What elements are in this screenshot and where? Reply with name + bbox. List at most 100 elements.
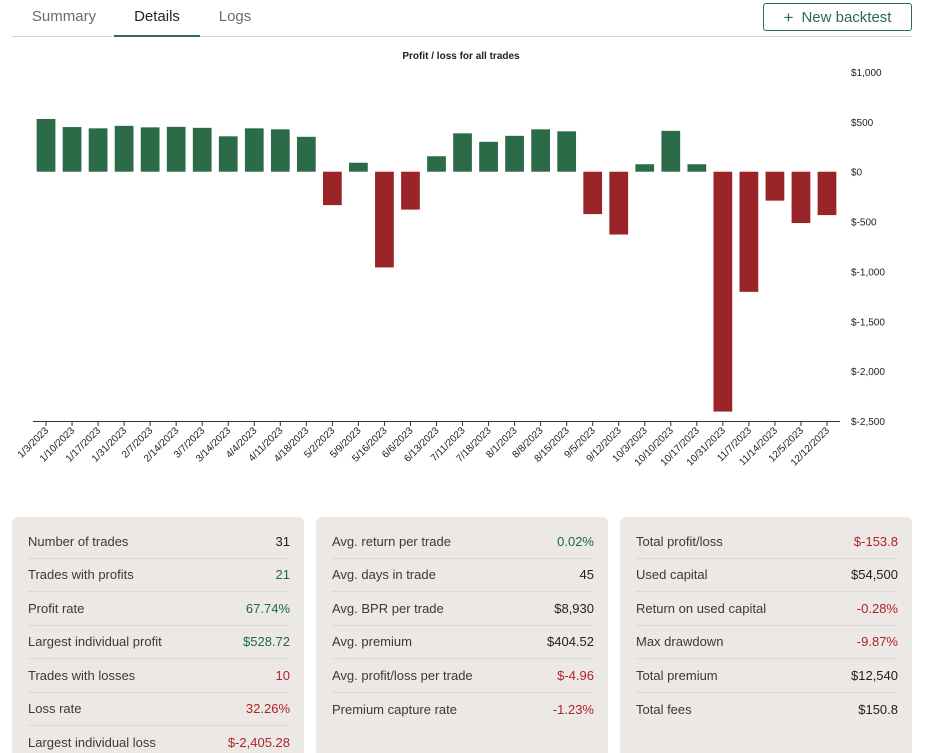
- stats-card-averages: Avg. return per trade 0.02% Avg. days in t…: [316, 517, 608, 753]
- stat-label: Avg. BPR per trade: [332, 600, 444, 616]
- y-tick-label: $0: [851, 168, 863, 179]
- stat-label: Avg. premium: [332, 634, 412, 650]
- bar: [88, 128, 108, 172]
- bar: [765, 171, 785, 201]
- y-tick-label: $-2,500: [851, 417, 885, 428]
- chart-title: Profit / loss for all trades: [402, 51, 520, 62]
- stat-label: Profit rate: [28, 600, 85, 616]
- y-tick-label: $500: [851, 118, 874, 129]
- stat-row: Avg. BPR per trade $8,930: [332, 592, 594, 626]
- stat-row: Premium capture rate -1.23%: [332, 693, 594, 727]
- stat-value: $-153.8: [853, 533, 898, 549]
- stat-value: 67.74%: [245, 600, 290, 616]
- bar: [583, 171, 603, 215]
- stat-label: Largest individual profit: [28, 634, 162, 650]
- stat-label: Max drawdown: [636, 634, 724, 650]
- bar: [505, 135, 524, 172]
- stat-label: Trades with profits: [28, 567, 134, 583]
- bar: [479, 141, 498, 172]
- bar: [166, 126, 186, 172]
- stat-value: 0.02%: [557, 533, 594, 549]
- stat-row: Trades with profits 21: [28, 559, 290, 592]
- bar: [270, 129, 290, 172]
- stat-row: Largest individual loss $-2,405.28: [28, 726, 290, 753]
- stat-value: -1.23%: [552, 701, 594, 717]
- bar: [244, 128, 264, 172]
- bar: [557, 131, 577, 172]
- stat-row: Profit rate 67.74%: [28, 592, 290, 626]
- bar: [36, 118, 56, 172]
- bar: [531, 129, 551, 172]
- tab-logs[interactable]: Logs: [218, 8, 252, 25]
- bar: [635, 164, 655, 172]
- stat-label: Total fees: [636, 701, 692, 717]
- bar: [817, 171, 837, 216]
- stat-label: Avg. profit/loss per trade: [332, 667, 473, 683]
- bar: [192, 127, 212, 172]
- stat-label: Avg. days in trade: [332, 567, 436, 583]
- bar: [739, 171, 759, 292]
- stat-value: 10: [275, 667, 290, 683]
- y-tick-label: $-1,500: [851, 317, 885, 328]
- bar: [791, 171, 811, 224]
- stat-row: Total fees $150.8: [636, 693, 898, 727]
- stat-label: Trades with losses: [28, 667, 136, 683]
- stat-row: Total profit/loss $-153.8: [636, 525, 898, 559]
- new-backtest-button[interactable]: + New backtest: [763, 3, 912, 31]
- tab-bar: Summary Details Logs: [12, 0, 912, 37]
- stat-value: $-4.96: [557, 667, 594, 683]
- bar: [218, 136, 238, 172]
- bar: [609, 171, 629, 235]
- stat-label: Return on used capital: [636, 600, 767, 616]
- stat-row: Avg. return per trade 0.02%: [332, 525, 594, 559]
- stat-label: Used capital: [636, 567, 708, 583]
- stat-label: Loss rate: [28, 701, 82, 717]
- bar: [349, 162, 368, 172]
- stat-label: Number of trades: [28, 533, 129, 549]
- stats-card-totals: Total profit/loss $-153.8 Used capital $54,…: [620, 517, 912, 753]
- stat-label: Premium capture rate: [332, 701, 457, 717]
- stat-value: 31: [275, 533, 290, 549]
- stat-row: Return on used capital -0.28%: [636, 592, 898, 626]
- bar: [296, 136, 316, 172]
- stat-value: -9.87%: [856, 634, 898, 650]
- stat-row: Avg. profit/loss per trade $-4.96: [332, 659, 594, 693]
- stat-label: Total premium: [636, 667, 718, 683]
- plus-icon: +: [783, 7, 794, 27]
- stat-value: -0.28%: [856, 600, 898, 616]
- tab-details[interactable]: Details: [114, 0, 200, 37]
- stat-label: Largest individual loss: [28, 735, 156, 751]
- stat-value: $150.8: [858, 701, 898, 717]
- new-backtest-label: New backtest: [801, 8, 892, 26]
- stat-value: $12,540: [851, 667, 898, 683]
- bar: [322, 171, 342, 206]
- stat-row: Trades with losses 10: [28, 659, 290, 693]
- stat-row: Loss rate 32.26%: [28, 693, 290, 726]
- bar: [140, 127, 160, 172]
- bar: [375, 171, 394, 268]
- stat-row: Avg. days in trade 45: [332, 559, 594, 592]
- stat-value: $-2,405.28: [227, 735, 290, 751]
- bar: [687, 164, 707, 172]
- stat-value: $528.72: [243, 634, 290, 650]
- stat-value: 21: [275, 567, 290, 583]
- y-tick-label: $-1,000: [851, 267, 885, 278]
- bar: [713, 171, 733, 412]
- stat-row: Max drawdown -9.87%: [636, 626, 898, 659]
- stat-value: $404.52: [547, 634, 594, 650]
- bar: [114, 125, 134, 172]
- y-tick-label: $-2,000: [851, 367, 885, 378]
- stat-value: $54,500: [851, 567, 898, 583]
- bar: [62, 127, 82, 172]
- y-tick-label: $-500: [851, 218, 877, 229]
- stat-row: Largest individual profit $528.72: [28, 626, 290, 659]
- profit-loss-chart: Profit / loss for all trades $1,000 $500 $0…: [16, 51, 886, 469]
- bar: [661, 130, 681, 172]
- y-tick-label: $1,000: [851, 68, 882, 79]
- stat-value: 32.26%: [245, 701, 290, 717]
- bar: [401, 171, 420, 210]
- stat-row: Used capital $54,500: [636, 559, 898, 592]
- stat-row: Number of trades 31: [28, 525, 290, 559]
- bar: [453, 133, 472, 172]
- tab-summary[interactable]: Summary: [31, 8, 97, 25]
